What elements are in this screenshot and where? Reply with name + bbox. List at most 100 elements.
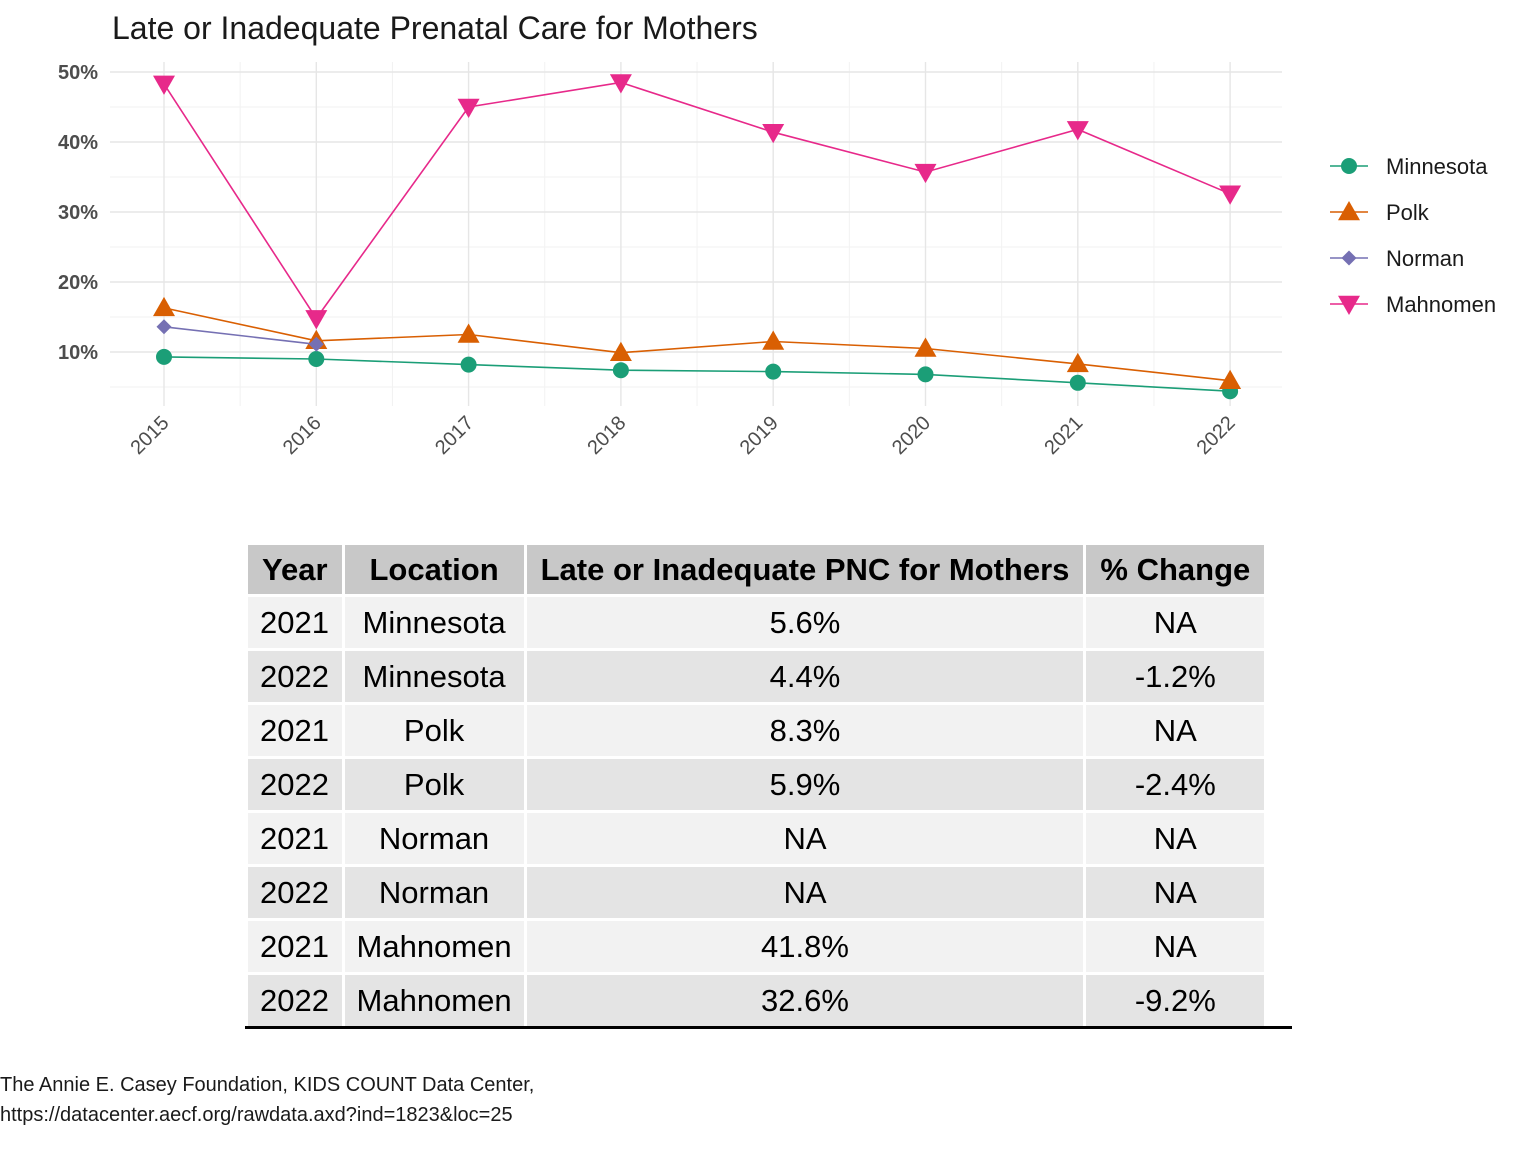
cell-pnc: NA [526,867,1084,918]
table-row: 2022 Polk 5.9% -2.4% [248,759,1265,810]
cell-pnc: 32.6% [526,975,1084,1026]
cell-pnc: 5.6% [526,597,1084,648]
legend: Minnesota Polk Norman Mahnomen [1330,154,1496,317]
cell-change: -1.2% [1086,651,1265,702]
legend-label: Mahnomen [1386,292,1496,317]
cell-year: 2021 [248,813,342,864]
data-point [156,319,172,335]
data-point [762,330,785,350]
legend-marker [1338,201,1360,221]
x-tick-label: 2018 [583,412,630,459]
legend-item-norman: Norman [1330,246,1464,271]
cell-location: Mahnomen [344,975,524,1026]
legend-marker [1338,295,1360,315]
table-row: 2022 Minnesota 4.4% -1.2% [248,651,1265,702]
cell-year: 2021 [248,597,342,648]
data-point [765,363,782,380]
header-change: % Change [1086,545,1265,594]
data-point [762,123,785,144]
cell-year: 2022 [248,975,342,1026]
y-tick-label: 40% [58,132,98,154]
series-norman [156,319,324,352]
series-line [163,81,1231,320]
data-point [153,296,175,317]
chart-title: Late or Inadequate Prenatal Care for Mot… [112,10,758,46]
cell-pnc: NA [526,813,1084,864]
header-year: Year [248,545,342,594]
data-point [308,351,325,367]
data-point [1066,121,1089,141]
legend-label: Minnesota [1386,154,1488,179]
cell-pnc: 8.3% [526,705,1084,756]
cell-year: 2022 [248,759,342,810]
cell-location: Minnesota [344,597,524,648]
series-line [163,307,1231,382]
series-minnesota [156,348,1239,400]
data-point [917,366,934,383]
x-tick-label: 2015 [127,412,174,459]
cell-year: 2022 [248,651,342,702]
legend-marker [1341,158,1357,174]
header-pnc: Late or Inadequate PNC for Mothers [526,545,1084,594]
cell-change: NA [1086,705,1265,756]
cell-change: -2.4% [1086,759,1265,810]
data-point [460,356,477,373]
y-tick-label: 10% [58,342,98,364]
cell-pnc: 41.8% [526,921,1084,972]
cell-change: -9.2% [1086,975,1265,1026]
data-point [1219,185,1242,205]
cell-location: Mahnomen [344,921,524,972]
cell-location: Minnesota [344,651,524,702]
axis-layer: 10% 20% 30% 40% 50% 2015 2016 2017 2018 2019 2020 2… [58,62,1240,459]
table-row: 2022 Norman NA NA [248,867,1265,918]
x-tick-label: 2019 [736,412,783,459]
cell-year: 2022 [248,867,342,918]
y-tick-label: 30% [58,202,98,224]
cell-change: NA [1086,813,1265,864]
x-tick-label: 2017 [431,412,478,459]
series-line [163,356,1231,392]
legend-label: Norman [1386,246,1464,271]
cell-year: 2021 [248,705,342,756]
y-tick-label: 20% [58,272,98,294]
cell-location: Norman [344,867,524,918]
cell-location: Polk [344,705,524,756]
table-row: 2022 Mahnomen 32.6% -9.2% [248,975,1265,1026]
data-point [612,362,629,379]
cell-year: 2021 [248,921,342,972]
series-line [163,326,317,346]
source-url: https://datacenter.aecf.org/rawdata.axd?… [0,1104,513,1126]
legend-item-polk: Polk [1330,200,1430,225]
table-row: 2021 Minnesota 5.6% NA [248,597,1265,648]
legend-item-mahnomen: Mahnomen [1330,292,1496,317]
legend-label: Polk [1386,200,1430,225]
data-point [153,75,175,95]
table-row: 2021 Norman NA NA [248,813,1265,864]
table-header-row: Year Location Late or Inadequate PNC for… [248,545,1265,594]
line-chart: 10% 20% 30% 40% 50% 2015 2016 2017 2018 2019 2020 2… [58,62,1496,459]
data-point [457,98,480,118]
x-tick-label: 2020 [888,412,935,459]
data-point [1066,352,1089,373]
data-point [609,341,632,361]
data-point [609,74,632,94]
data-table: Year Location Late or Inadequate PNC for… [245,542,1267,1029]
cell-pnc: 4.4% [526,651,1084,702]
data-point [914,337,937,357]
cell-pnc: 5.9% [526,759,1084,810]
legend-item-minnesota: Minnesota [1330,154,1488,179]
data-point [457,323,480,343]
cell-change: NA [1086,921,1265,972]
data-point [1069,374,1086,391]
table-row: 2021 Mahnomen 41.8% NA [248,921,1265,972]
data-point [914,163,937,184]
cell-change: NA [1086,867,1265,918]
data-point [156,348,172,365]
source-citation: The Annie E. Casey Foundation, KIDS COUN… [0,1074,535,1096]
data-point [305,310,328,330]
data-point [308,336,324,352]
y-tick-label: 50% [58,62,98,84]
x-tick-label: 2022 [1193,412,1240,459]
cell-location: Norman [344,813,524,864]
x-tick-label: 2016 [279,412,326,459]
